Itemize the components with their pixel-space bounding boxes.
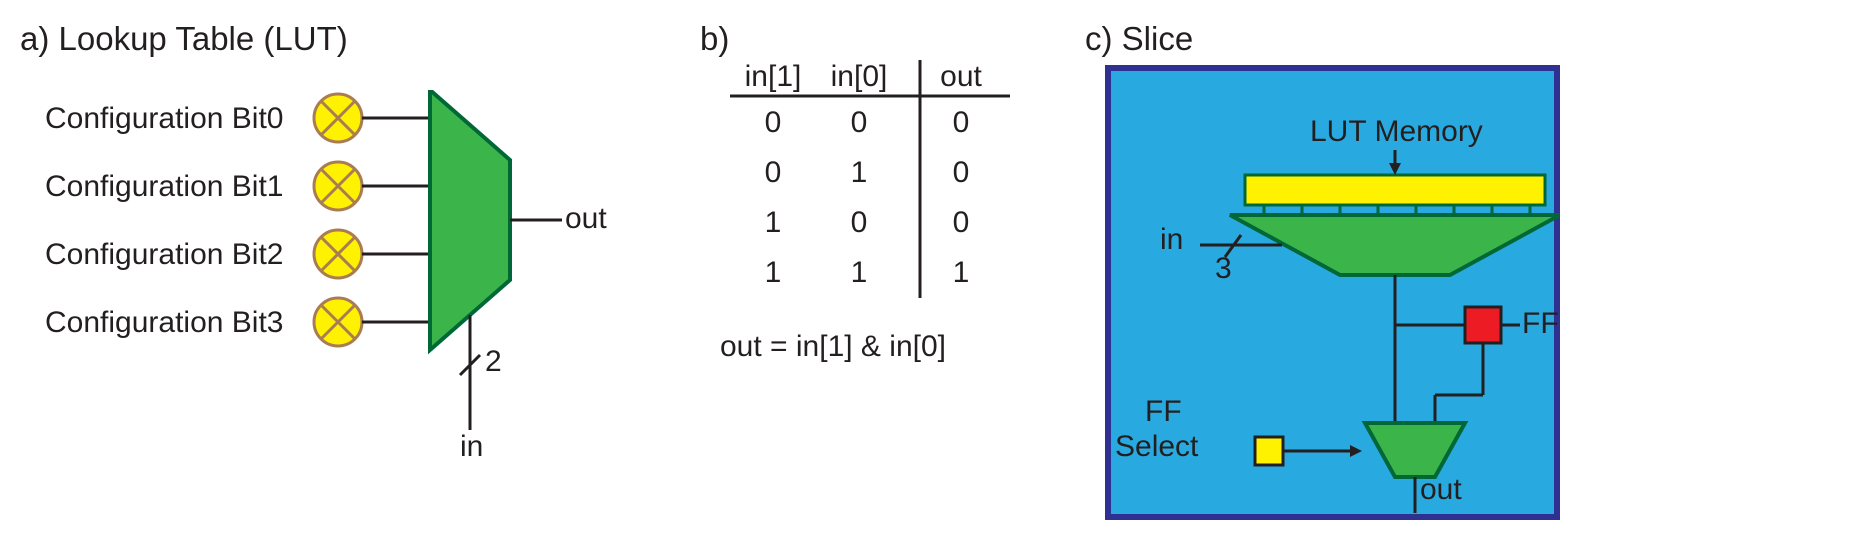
lut-mux (430, 90, 510, 350)
cell: 1 (816, 256, 902, 290)
panel-a-bus-width: 2 (485, 345, 502, 379)
config-bit-3-label: Configuration Bit3 (45, 306, 283, 340)
out-mux (1365, 423, 1465, 477)
cell: 0 (816, 206, 902, 240)
truth-table: in[1] in[0] out 0 0 0 0 1 0 (730, 60, 1010, 298)
ff-select-block (1255, 437, 1283, 465)
ff-label: FF (1522, 307, 1559, 341)
cell: 0 (730, 106, 816, 140)
panel-c-out-label: out (1420, 473, 1462, 507)
panel-c-title: c) Slice (1085, 20, 1193, 58)
config-bit-1-label: Configuration Bit1 (45, 170, 283, 204)
cell: 0 (926, 156, 996, 190)
cell: 1 (730, 256, 816, 290)
cell: 1 (730, 206, 816, 240)
th-out: out (926, 60, 996, 94)
cell: 0 (926, 206, 996, 240)
ff-block (1465, 307, 1501, 343)
lut-memory-label: LUT Memory (1310, 115, 1483, 149)
ff-select-label-line2: Select (1115, 430, 1198, 464)
ff-select-label-line1: FF (1145, 395, 1182, 429)
panel-a-out-label: out (565, 202, 607, 236)
lut-memory (1245, 175, 1545, 205)
cell: 1 (926, 256, 996, 290)
config-bit-0-label: Configuration Bit0 (45, 102, 283, 136)
cell: 0 (926, 106, 996, 140)
panel-c-bus-width: 3 (1215, 252, 1232, 286)
config-bit-2-label: Configuration Bit2 (45, 238, 283, 272)
panel-c-in-label: in (1160, 223, 1183, 257)
panel-a-title: a) Lookup Table (LUT) (20, 20, 348, 58)
panel-b-title: b) (700, 20, 729, 58)
th-in1: in[1] (730, 60, 816, 94)
panel-b-equation: out = in[1] & in[0] (720, 330, 946, 364)
th-in0: in[0] (816, 60, 902, 94)
cell: 0 (816, 106, 902, 140)
cell: 1 (816, 156, 902, 190)
figure: a) Lookup Table (LUT) Configuration Bit0… (0, 0, 1855, 548)
panel-a-in-label: in (460, 430, 483, 464)
cell: 0 (730, 156, 816, 190)
